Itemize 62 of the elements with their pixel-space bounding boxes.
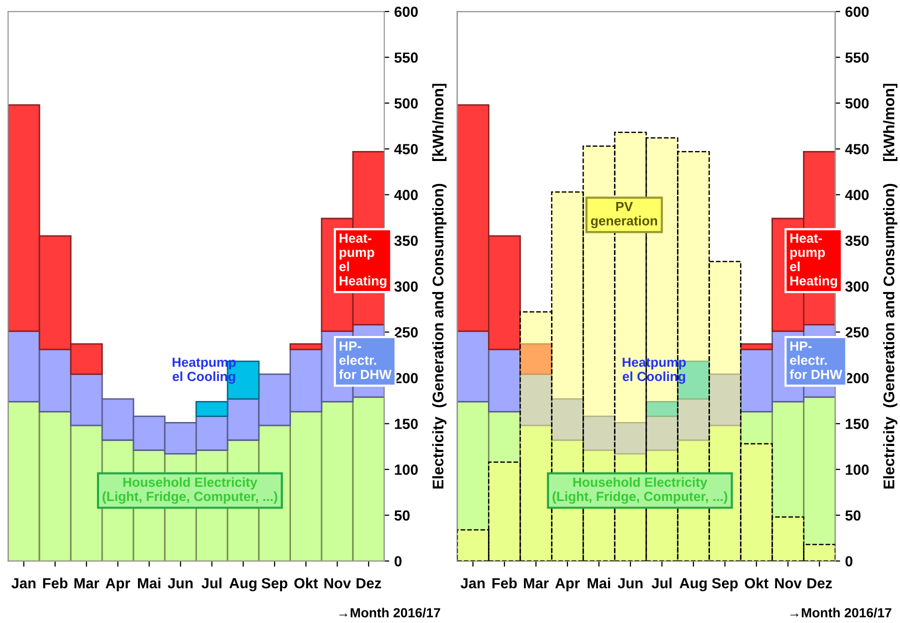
y-tick-label: 450 [394,144,418,154]
x-tick-label: Apr [106,578,130,592]
x-tick-label: Dez [807,578,832,588]
x-tick-label: Mar [74,578,100,588]
x-axis-title: →Month 2016/17 [339,608,440,618]
x-tick-label: Jul [202,578,222,588]
y-tick-label: 50 [845,510,861,521]
y-tick-label: 550 [394,52,418,63]
x-tick-label: Mar [524,578,549,588]
x-tick-label: Feb [43,578,68,588]
series-label: PV generation [590,202,658,228]
y-tick-label: 500 [845,98,869,109]
y-axis-title: Electricity (Generation and Consumption) [kWh/mon] [432,84,446,489]
series-label: HP- electr. for DHW [339,341,392,380]
series-label: Household Electricity (Light, Fridge, Computer, ...) [102,477,278,504]
y-tick-label: 250 [845,327,869,338]
x-tick-label: Apr [555,578,580,592]
y-tick-label: 350 [394,236,418,246]
y-tick-label: 350 [845,236,869,246]
bar [740,343,773,350]
y-tick-label: 400 [394,190,418,200]
y-tick-label: 450 [845,144,869,154]
x-tick-label: Okt [294,578,318,588]
y-tick-label: 400 [845,190,869,200]
x-tick-label: Aug [229,578,256,592]
x-tick-label: Mai [138,578,160,588]
series-label: Household Electricity (Light, Fridge, Computer, ...) [552,477,728,504]
bar [290,343,322,350]
x-tick-label: Jan [460,578,485,588]
series-label: Heat- pump el Heating [790,234,838,288]
x-tick-label: Sep [262,578,288,592]
x-tick-label: Jul [652,578,672,588]
y-tick-label: 550 [845,52,869,63]
y-tick-label: 0 [846,556,852,566]
y-tick-label: 300 [394,281,418,292]
y-tick-label: 100 [846,464,869,475]
x-tick-label: Nov [775,578,802,588]
x-tick-label: Sep [712,578,738,592]
series-label: HP- electr. for DHW [790,341,842,380]
x-tick-label: Nov [324,578,351,588]
y-tick-label: 600 [394,6,418,17]
y-axis-title: Electricity (Generation and Consumption) [kWh/mon] [883,84,898,489]
y-tick-label: 150 [394,418,418,430]
series-label: Heat- pump el Heating [339,234,386,288]
x-tick-label: Dez [356,578,382,588]
x-tick-label: Jan [11,578,36,588]
bar [646,400,678,418]
x-tick-label: Feb [492,578,517,588]
y-tick-label: 500 [394,98,418,109]
x-tick-label: Jun [168,578,193,588]
x-axis-title: →Month 2016/17 [790,608,892,618]
y-tick-label: 300 [845,281,869,292]
y-tick-label: 600 [845,6,869,17]
y-tick-label: 100 [394,464,418,475]
x-tick-label: Mai [588,578,610,588]
y-tick-label: 50 [394,510,410,521]
x-tick-label: Jun [618,578,643,588]
x-tick-label: Okt [744,578,768,588]
y-tick-label: 150 [846,418,869,430]
y-tick-label: 0 [394,556,402,566]
y-tick-label: 250 [394,327,418,338]
x-tick-label: Aug [680,578,707,592]
